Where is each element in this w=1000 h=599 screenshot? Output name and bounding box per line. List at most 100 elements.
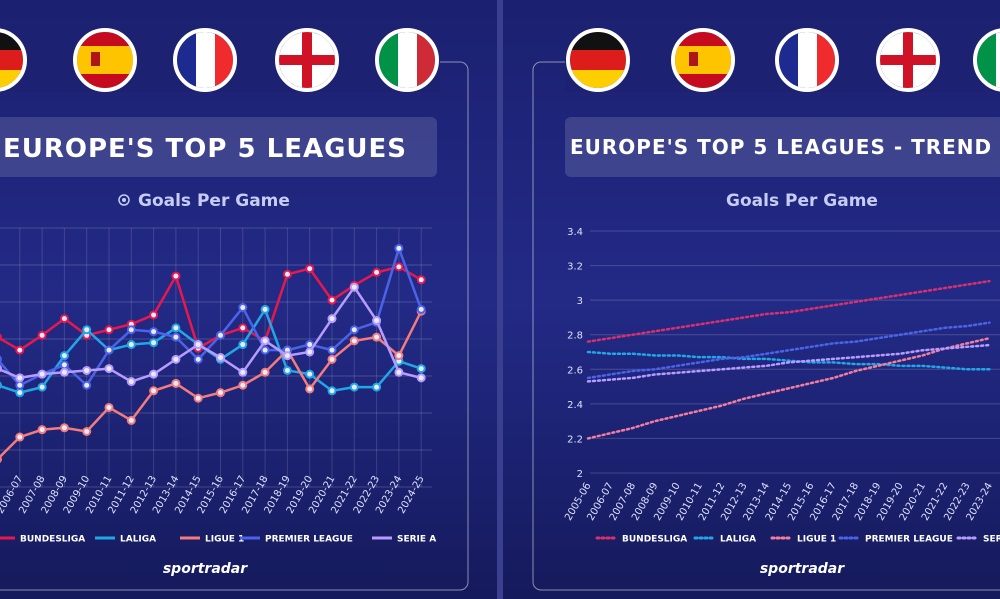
point <box>282 365 292 375</box>
y-tick-label: 2.4 <box>567 400 583 411</box>
point <box>82 365 92 375</box>
chart-title: EUROPE'S TOP 5 LEAGUES - TREND LINES <box>570 135 1000 159</box>
point <box>37 369 47 379</box>
point <box>82 380 92 390</box>
point <box>327 386 337 396</box>
legend-label: SERIE A <box>397 535 436 545</box>
point <box>15 345 25 355</box>
point <box>193 354 203 364</box>
point <box>238 340 248 350</box>
point <box>104 325 114 335</box>
point <box>349 336 359 346</box>
point <box>238 367 248 377</box>
y-tick-label: 3.2 <box>567 262 583 273</box>
point <box>171 323 181 333</box>
point <box>15 380 25 390</box>
point <box>0 455 2 463</box>
y-tick-label: 2.8 <box>567 331 583 342</box>
point <box>59 314 69 324</box>
point <box>149 327 159 337</box>
point <box>238 303 248 313</box>
point <box>171 354 181 364</box>
point <box>149 386 159 396</box>
point <box>305 264 315 274</box>
point <box>349 382 359 392</box>
point <box>216 353 225 362</box>
point <box>327 354 337 364</box>
point <box>349 325 359 335</box>
point <box>238 380 248 390</box>
point <box>126 415 136 425</box>
series-line <box>586 336 991 440</box>
legend-label: LIGUE 1 <box>797 535 836 545</box>
series-line <box>586 321 991 380</box>
point <box>59 360 69 370</box>
legend-label: PREMIER LEAGUE <box>265 535 353 545</box>
point <box>0 333 2 341</box>
point <box>260 367 270 377</box>
point <box>394 351 404 361</box>
point <box>149 310 159 320</box>
title-box <box>0 117 437 177</box>
y-tick-label: 3 <box>577 296 583 307</box>
point <box>82 427 92 436</box>
legend-label: BUNDESLIGA <box>622 535 687 545</box>
point <box>59 367 69 377</box>
point <box>216 330 225 340</box>
point <box>394 367 404 377</box>
point <box>372 316 382 325</box>
legend-label: SERIE A <box>983 535 1000 545</box>
point <box>305 384 315 394</box>
point <box>15 432 25 442</box>
point <box>260 336 270 346</box>
point <box>216 388 225 398</box>
series-line <box>586 279 991 343</box>
chart-subtitle: Goals Per Game <box>138 191 290 211</box>
point <box>59 423 69 433</box>
panel-left <box>0 0 497 599</box>
point <box>305 347 315 357</box>
point <box>372 332 382 342</box>
subtitle-icon <box>122 198 126 202</box>
point <box>104 345 114 355</box>
y-tick-label: 2.6 <box>567 365 583 376</box>
point <box>327 345 337 355</box>
flags <box>0 28 1000 92</box>
point <box>37 382 47 392</box>
brand: sportradar <box>760 561 845 577</box>
point <box>15 388 25 398</box>
point <box>327 295 337 305</box>
point <box>349 282 359 292</box>
point <box>260 345 270 355</box>
point <box>193 393 203 403</box>
series-line <box>586 350 991 371</box>
point <box>394 243 404 253</box>
point <box>126 377 136 387</box>
point <box>104 402 114 412</box>
point <box>0 364 2 373</box>
panel-right <box>503 0 1000 599</box>
legend-label: PREMIER LEAGUE <box>865 535 953 545</box>
legend-label: LALIGA <box>720 535 756 545</box>
point <box>282 269 292 279</box>
series-line <box>0 247 423 387</box>
y-tick-label: 3.4 <box>567 227 583 238</box>
point <box>372 382 382 392</box>
point <box>37 330 47 340</box>
point <box>282 351 292 361</box>
point <box>0 355 2 364</box>
point <box>394 262 404 272</box>
point <box>149 338 159 348</box>
y-tick-label: 2.2 <box>567 434 583 445</box>
chart-title: EUROPE'S TOP 5 LEAGUES <box>3 134 407 164</box>
point <box>305 369 315 379</box>
chart-subtitle: Goals Per Game <box>726 191 878 211</box>
point <box>126 340 136 350</box>
point <box>0 381 2 389</box>
point <box>171 378 181 388</box>
series-line <box>586 343 991 383</box>
point <box>104 364 114 374</box>
subtitle-icon <box>118 194 130 206</box>
point <box>82 325 92 335</box>
